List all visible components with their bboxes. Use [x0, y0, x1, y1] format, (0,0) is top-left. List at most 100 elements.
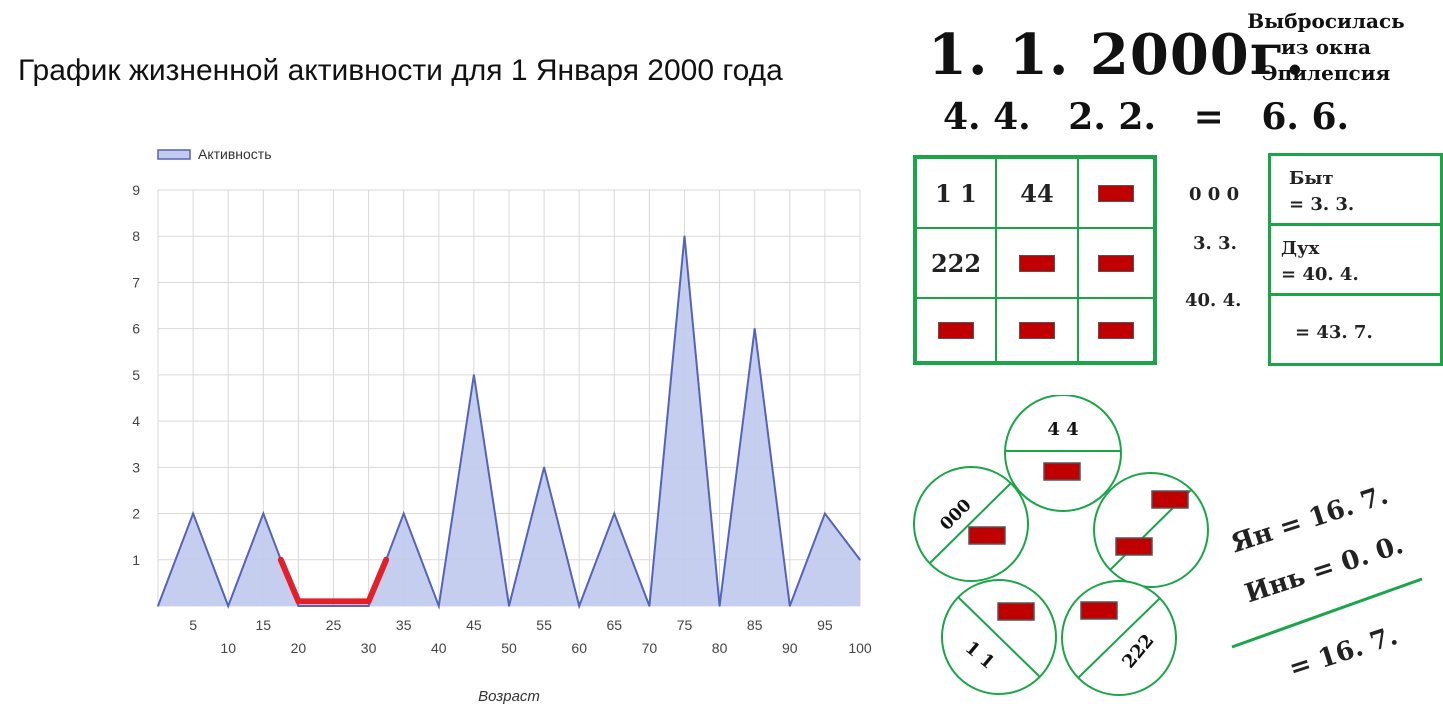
note-line: из окна — [1281, 35, 1371, 59]
x-tick-label: 60 — [571, 640, 587, 656]
matrix-cell: 1 1 — [916, 158, 996, 228]
matrix-cell — [1078, 158, 1154, 228]
page-title: График жизненной активности для 1 Января… — [18, 54, 783, 87]
data-point — [157, 605, 159, 607]
circle-top: 4 4 — [1004, 395, 1122, 512]
data-point — [402, 512, 405, 515]
note-line: Выбросилась — [1247, 9, 1405, 33]
highlight-segment — [277, 556, 390, 605]
y-tick-label: 9 — [132, 182, 140, 198]
circle-bottom-right: 222 — [1061, 580, 1177, 696]
summary-total: = 43. 7. — [1268, 293, 1443, 366]
matrix-cell-value: 222 — [930, 248, 982, 278]
note-line: Эпилепсия — [1261, 61, 1391, 85]
matrix-cell: 222 — [916, 228, 996, 298]
x-tick-label: 95 — [817, 617, 833, 633]
byt-value: = 3. 3. — [1289, 194, 1355, 215]
chart-area-layer — [157, 235, 861, 610]
x-tick-label: 30 — [361, 640, 377, 656]
data-point — [613, 512, 616, 515]
data-point — [297, 605, 300, 607]
circle-diagram: 4 4 000 1 1 222 — [913, 395, 1209, 696]
x-tick-label: 90 — [782, 640, 798, 656]
dukh-label: Дух — [1281, 238, 1320, 259]
x-tick-label: 45 — [466, 617, 482, 633]
y-tick-label: 4 — [132, 413, 140, 429]
y-tick-label: 3 — [132, 459, 140, 475]
circle-right — [1093, 472, 1209, 588]
x-tick-label: 35 — [396, 617, 412, 633]
data-point — [543, 466, 545, 469]
x-axis-label: Возраст — [478, 688, 540, 705]
y-tick-label: 5 — [132, 367, 140, 383]
yin-yang-divider — [1231, 577, 1423, 649]
data-point — [718, 605, 721, 607]
data-point — [648, 605, 651, 607]
y-tick-label: 7 — [132, 274, 140, 290]
data-point — [332, 605, 335, 607]
empty-marker — [1019, 321, 1055, 339]
chart-x-ticks: 5 10 15 20 25 30 35 40 45 50 55 60 65 70 75 80 85 90 95 100 — [189, 617, 872, 656]
x-tick-label: 10 — [220, 640, 236, 656]
chart-highlight-layer — [277, 556, 390, 605]
side-value: 0 0 0 — [1189, 184, 1240, 205]
empty-marker — [1098, 184, 1134, 202]
empty-marker — [997, 602, 1035, 621]
data-point — [859, 558, 861, 561]
x-tick-label: 5 — [189, 617, 197, 633]
y-tick-label: 2 — [132, 506, 140, 522]
data-point — [508, 605, 510, 607]
x-tick-label: 50 — [501, 640, 517, 656]
matrix-cell-value: 1 1 — [935, 178, 977, 208]
data-point — [578, 605, 580, 607]
data-point — [683, 235, 686, 238]
matrix-cell — [1078, 228, 1154, 298]
x-tick-label: 20 — [291, 640, 307, 656]
chart-legend: Активность — [157, 146, 272, 162]
x-tick-label: 40 — [431, 640, 447, 656]
legend-swatch — [157, 149, 191, 160]
empty-marker — [1080, 601, 1118, 620]
x-tick-label: 25 — [326, 617, 342, 633]
x-tick-label: 70 — [642, 640, 658, 656]
summary-byt: Быт = 3. 3. — [1268, 153, 1443, 226]
note: Выбросилась из окна Эпилепсия — [1236, 8, 1416, 86]
empty-marker — [1098, 321, 1134, 339]
data-point — [789, 605, 791, 607]
data-point — [262, 512, 265, 515]
x-tick-label: 100 — [848, 640, 872, 656]
byt-label: Быт — [1289, 168, 1334, 189]
circle-bottom-left: 1 1 — [941, 579, 1057, 695]
x-tick-label: 65 — [607, 617, 623, 633]
x-tick-label: 75 — [677, 617, 693, 633]
summary-dukh: Дух = 40. 4. — [1268, 223, 1443, 296]
matrix-cell — [916, 298, 996, 362]
empty-marker — [1098, 254, 1134, 272]
total-value: = 43. 7. — [1295, 322, 1373, 343]
birth-date: 1. 1. 2000г. — [928, 22, 1306, 88]
y-tick-label: 1 — [132, 552, 140, 568]
dukh-value: = 40. 4. — [1281, 264, 1359, 285]
matrix-cell — [996, 228, 1078, 298]
x-tick-label: 55 — [536, 617, 552, 633]
matrix-cell — [996, 298, 1078, 362]
data-point — [192, 512, 194, 515]
data-point — [438, 605, 440, 607]
empty-marker — [1151, 490, 1189, 509]
data-point — [367, 605, 370, 607]
data-point — [753, 327, 756, 330]
matrix-cell-value: 44 — [1020, 178, 1054, 208]
empty-marker — [1115, 537, 1153, 556]
empty-marker — [938, 321, 974, 339]
matrix-cell: 44 — [996, 158, 1078, 228]
circle-left: 000 — [913, 466, 1029, 582]
empty-marker — [968, 526, 1006, 545]
chart-y-ticks: 1 2 3 4 5 6 7 8 9 — [132, 182, 140, 568]
empty-marker — [1043, 462, 1081, 481]
x-tick-label: 15 — [256, 617, 272, 633]
data-point — [227, 605, 229, 607]
side-value: 3. 3. — [1193, 233, 1237, 254]
x-tick-label: 85 — [747, 617, 763, 633]
circle-label: 4 4 — [1047, 419, 1078, 440]
